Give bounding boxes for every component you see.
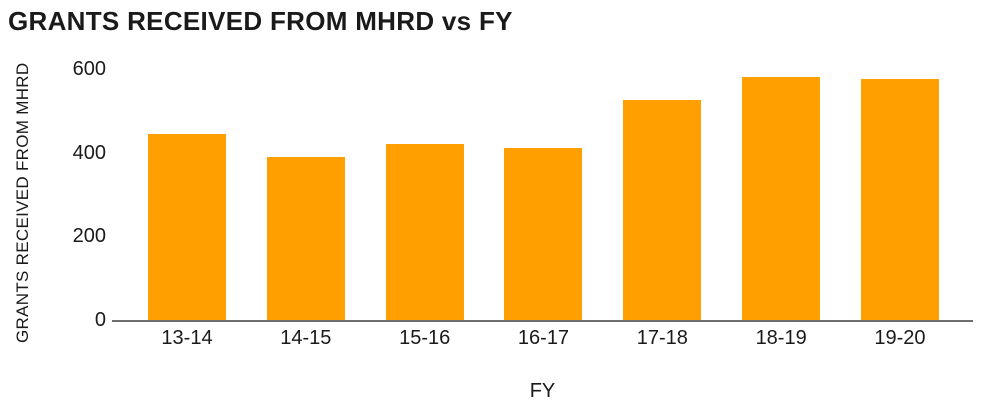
x-tick-label-17-18: 17-18: [636, 327, 688, 349]
y-tick-label-400: 400: [72, 141, 106, 164]
y-axis-tick-labels: 0 200 400 600: [0, 59, 106, 330]
x-axis-title: FY: [529, 380, 556, 402]
bar-18-19: [742, 77, 821, 320]
x-tick-label-19-20: 19-20: [874, 327, 926, 349]
bar-13-14: [148, 133, 226, 320]
x-axis-tick-labels: 13-14 14-15 15-16 16-17 17-18 18-19 19-20: [112, 327, 973, 350]
x-tick-label-13-14: 13-14: [161, 327, 213, 349]
bar-14-15: [266, 156, 345, 320]
y-tick-label-600: 600: [72, 58, 106, 80]
x-tick-label-16-17: 16-17: [517, 327, 570, 349]
x-tick-label-18-19: 18-19: [755, 327, 807, 349]
x-tick-label-15-16: 15-16: [399, 327, 451, 349]
x-tick-label-14-15: 14-15: [280, 327, 332, 349]
bar-19-20: [860, 79, 939, 320]
plot-area: 0 200 400 600: [73, 59, 973, 330]
bar-16-17: [504, 148, 583, 320]
bar-series: [112, 69, 973, 320]
chart-title: GRANTS RECEIVED FROM MHRD vs FY: [8, 6, 513, 36]
bar-17-18: [623, 100, 702, 320]
y-tick-label-0: 0: [94, 309, 106, 331]
y-tick-label-200: 200: [72, 225, 106, 248]
bar-15-16: [385, 144, 464, 320]
